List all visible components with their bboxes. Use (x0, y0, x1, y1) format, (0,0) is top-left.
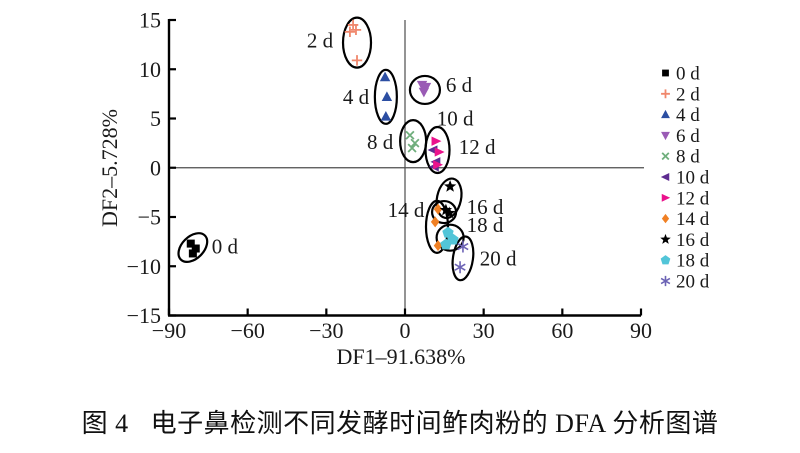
scatter-point-4-d (380, 111, 392, 121)
scatter-point-2-d (351, 55, 363, 66)
y-tick-label: 15 (139, 8, 161, 33)
scatter-point-6-d (420, 82, 432, 93)
scatter-point-6-d (418, 87, 430, 98)
y-tick-label: 10 (139, 57, 161, 82)
cluster-ellipse-20-d (451, 235, 475, 282)
x-tick-label: −30 (309, 318, 343, 343)
legend-label-16-d: 16 d (676, 230, 710, 251)
legend-label-4-d: 4 d (676, 105, 700, 126)
x-tick-label: −60 (230, 318, 264, 343)
legend-marker-16-d (660, 233, 671, 244)
scatter-point-0-d (191, 244, 200, 253)
legend-label-2-d: 2 d (676, 84, 700, 105)
x-axis-title: DF1–91.638% (337, 344, 466, 369)
legend-label-14-d: 14 d (676, 209, 710, 230)
scatter-point-0-d (188, 249, 197, 258)
legend-marker-4-d (661, 109, 670, 119)
scatter-point-16-d (439, 203, 453, 216)
scatter-point-12-d (434, 147, 445, 157)
cluster-ellipse-10-d-12-d (424, 125, 451, 175)
legend-marker-10-d (660, 173, 670, 181)
legend-label-0-d: 0 d (676, 64, 700, 85)
figure-caption: 图 4 电子鼻检测不同发酵时间鲊肉粉的 DFA 分析图谱 (0, 403, 800, 440)
legend-label-12-d: 12 d (676, 188, 710, 209)
y-tick-label: −15 (127, 303, 161, 328)
scatter-point-8-d (407, 143, 417, 153)
cluster-label-12-d: 12 d (459, 135, 496, 159)
cluster-label-14-d: 14 d (388, 198, 425, 222)
scatter-point-2-d (350, 24, 362, 36)
legend-marker-14-d (661, 213, 670, 224)
scatter-point-14-d (433, 203, 443, 215)
cluster-label-0-d: 0 d (212, 235, 239, 259)
cluster-label-6-d: 6 d (446, 73, 473, 97)
scatter-point-2-d (344, 26, 356, 38)
cluster-label-10-d: 10 d (437, 107, 474, 131)
y-axis-title: DF2–5.728% (97, 109, 122, 227)
scatter-point-12-d (431, 136, 442, 146)
scatter-point-12-d (433, 160, 444, 170)
legend-marker-18-d (660, 255, 671, 265)
cluster-label-8-d: 8 d (367, 130, 394, 154)
legend-marker-12-d (661, 193, 671, 202)
x-tick-label: 60 (551, 318, 573, 343)
cluster-ellipse-6-d (408, 74, 442, 106)
legend-label-20-d: 20 d (676, 272, 710, 293)
scatter-point-18-d (440, 238, 452, 250)
legend-label-18-d: 18 d (676, 251, 710, 272)
cluster-label-2-d: 2 d (307, 29, 334, 53)
scatter-point-20-d (457, 240, 469, 253)
scatter-point-20-d (454, 261, 466, 274)
cluster-ellipse-2-d (341, 16, 373, 69)
legend-marker-20-d (660, 275, 671, 287)
x-tick-label: 90 (630, 318, 652, 343)
cluster-ellipse-16-d (430, 199, 458, 225)
legend-marker-6-d (661, 131, 670, 141)
scatter-point-16-d (443, 179, 457, 192)
scatter-point-14-d (433, 240, 443, 252)
legend-label-8-d: 8 d (676, 147, 700, 168)
cluster-label-4-d: 4 d (343, 85, 370, 109)
scatter-point-16-d (443, 206, 456, 219)
x-tick-label: −90 (152, 318, 186, 343)
y-tick-label: 0 (150, 155, 161, 180)
cluster-label-20-d: 20 d (480, 246, 517, 270)
scatter-point-8-d (405, 130, 415, 140)
legend-marker-8-d (661, 152, 670, 161)
scatter-point-18-d (442, 226, 454, 238)
y-tick-label: −5 (138, 205, 161, 230)
scatter-point-4-d (381, 91, 393, 101)
legend-marker-2-d (661, 89, 670, 99)
figure-number: 图 4 (81, 409, 129, 438)
scatter-point-14-d (430, 216, 440, 228)
scatter-point-0-d (186, 239, 195, 248)
cluster-ellipse-0-d (177, 232, 209, 263)
cluster-label-16-d: 16 d (467, 195, 504, 219)
cluster-ellipse-16-d (435, 177, 463, 220)
scatter-point-4-d (379, 71, 391, 82)
legend-label-6-d: 6 d (676, 126, 700, 147)
cluster-label-18-d: 18 d (467, 213, 504, 237)
y-tick-label: 5 (150, 106, 161, 131)
x-tick-label: 0 (400, 318, 411, 343)
scatter-point-8-d (410, 138, 420, 148)
dfa-scatter-chart: −15 −10 −5 0 5 10 15 −90 −60 −30 0 30 60 90 DF1–91.638… (97, 8, 710, 370)
y-tick-label: −10 (127, 254, 161, 279)
legend-marker-0-d (662, 69, 669, 77)
legend-label-10-d: 10 d (676, 168, 710, 189)
x-tick-label: 30 (473, 318, 495, 343)
figure-caption-text: 电子鼻检测不同发酵时间鲊肉粉的 DFA 分析图谱 (150, 409, 719, 438)
cluster-ellipse-4-d (373, 68, 398, 125)
